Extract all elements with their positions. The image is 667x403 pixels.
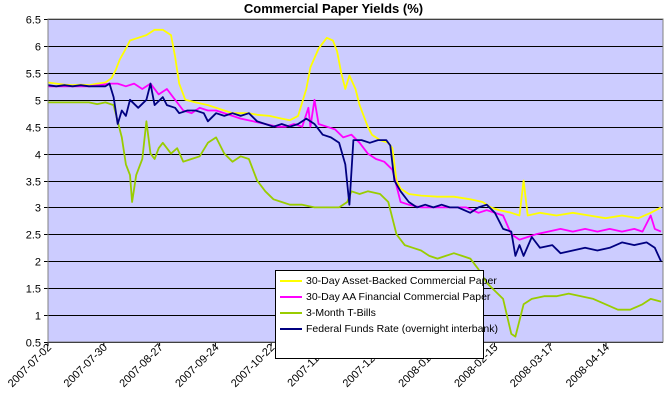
legend: 30-Day Asset-Backed Commercial Paper 30-… [275, 270, 498, 359]
y-tick-label: 1 [35, 311, 41, 323]
legend-label: 30-Day AA Financial Commercial Paper [306, 291, 491, 303]
x-tick-label: 2007-07-30 [62, 342, 110, 390]
legend-label: 3-Month T-Bills [306, 307, 376, 319]
y-tick-label: 0.5 [26, 338, 41, 350]
y-tick-label: 3.5 [26, 177, 41, 189]
legend-label: 30-Day Asset-Backed Commercial Paper [306, 275, 497, 287]
series-lines [47, 28, 662, 338]
series-line-3 [48, 101, 662, 338]
y-tick-label: 5 [35, 96, 41, 108]
legend-swatch [280, 312, 302, 314]
legend-label: Federal Funds Rate (overnight interbank) [306, 323, 499, 335]
legend-item: Federal Funds Rate (overnight interbank) [280, 321, 498, 337]
x-tick-label: 2008-03-17 [508, 342, 556, 390]
y-tick-label: 1.5 [26, 284, 41, 296]
chart-title: Commercial Paper Yields (%) [243, 1, 424, 16]
legend-swatch [280, 280, 302, 282]
series-line-1 [47, 28, 662, 220]
series-line-2 [48, 82, 662, 241]
legend-item: 30-Day AA Financial Commercial Paper [280, 289, 490, 305]
legend-swatch [280, 328, 302, 330]
y-tick-label: 2 [35, 257, 41, 269]
series-line-4 [47, 82, 662, 262]
y-tick-labels: 0.5 1 1.5 2 2.5 3 3.5 4 4.5 5 5.5 6 6.5 [26, 15, 41, 350]
legend-item: 30-Day Asset-Backed Commercial Paper [280, 273, 497, 289]
x-tick-label: 2007-09-24 [173, 342, 221, 390]
y-tick-label: 4.5 [26, 123, 41, 135]
y-tick-label: 6 [35, 42, 41, 54]
y-tick-label: 2.5 [26, 230, 41, 242]
x-tick-label: 2007-08-27 [117, 342, 165, 390]
legend-item: 3-Month T-Bills [280, 305, 479, 321]
y-tick-label: 3 [35, 203, 41, 215]
x-tick-label: 2007-10-22 [229, 342, 277, 390]
x-tick-label: 2008-04-14 [564, 342, 612, 390]
y-tick-label: 4 [35, 150, 41, 162]
y-tick-label: 5.5 [26, 69, 41, 81]
y-tick-label: 6.5 [26, 15, 41, 27]
legend-swatch [280, 296, 302, 298]
